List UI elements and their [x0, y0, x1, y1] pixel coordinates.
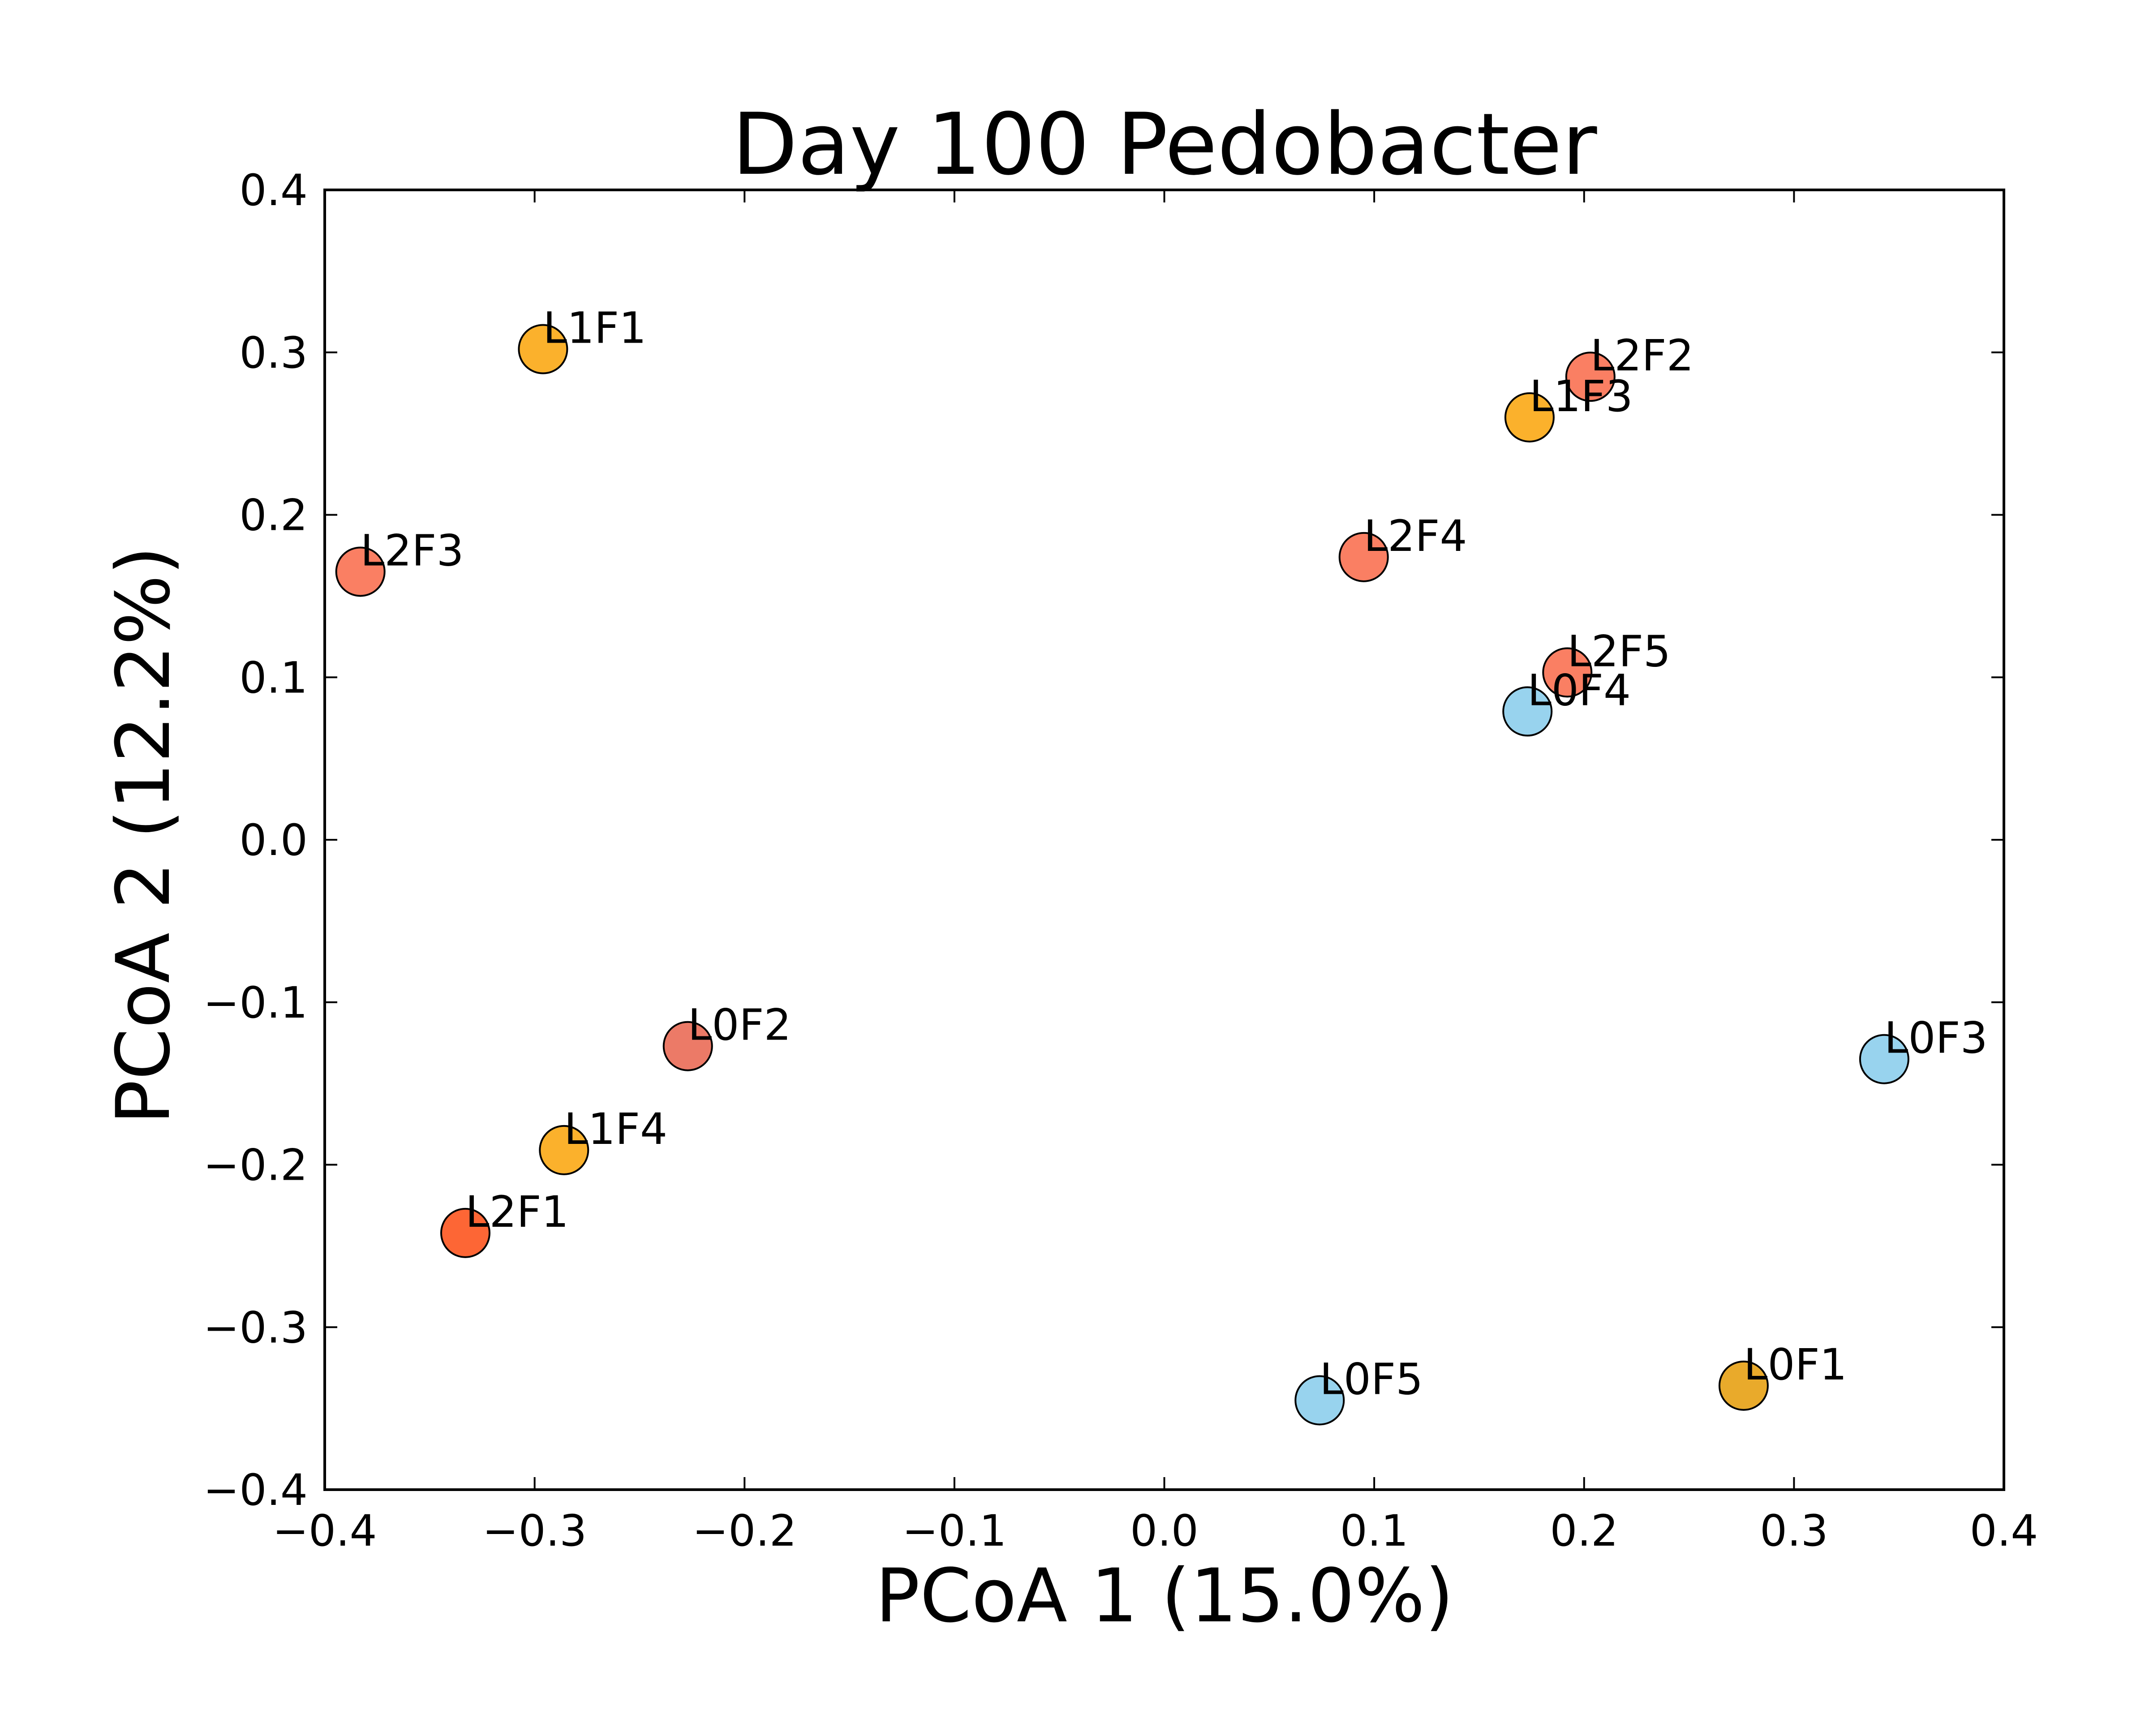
data-point-label-l0f2: L0F2	[688, 1000, 791, 1050]
x-tick-label: 0.0	[1130, 1506, 1199, 1556]
data-point-l1f4	[539, 1125, 589, 1175]
data-point-l1f1	[518, 324, 568, 374]
data-point-label-l0f3: L0F3	[1884, 1013, 1988, 1063]
scatter-points	[335, 324, 1909, 1426]
data-point-l0f2	[662, 1021, 713, 1071]
data-point-label-l1f3: L1F3	[1530, 371, 1633, 421]
data-point-label-l1f4: L1F4	[564, 1104, 667, 1154]
data-point-label-l2f4: L2F4	[1364, 511, 1467, 561]
data-point-l2f3	[335, 546, 386, 597]
y-tick-label: −0.3	[203, 1302, 308, 1353]
data-point-l0f4	[1502, 686, 1553, 737]
y-tick-label: 0.3	[239, 328, 308, 378]
data-point-l0f5	[1294, 1375, 1345, 1426]
y-tick-label: 0.0	[239, 815, 308, 865]
data-point-label-l2f1: L2F1	[465, 1187, 569, 1237]
y-tick-label: −0.4	[203, 1465, 308, 1515]
data-point-label-l2f2: L2F2	[1590, 331, 1694, 381]
x-tick-label: 0.4	[1970, 1506, 2038, 1556]
data-point-l2f5	[1542, 647, 1593, 698]
plot-area-frame	[323, 189, 2005, 1491]
data-point-l0f3	[1859, 1034, 1909, 1084]
data-point-label-l0f1: L0F1	[1744, 1340, 1847, 1390]
data-point-label-l1f1: L1F1	[543, 303, 646, 353]
y-tick-label: 0.2	[239, 490, 308, 541]
data-point-l2f2	[1565, 352, 1616, 402]
x-tick-label: 0.1	[1340, 1506, 1409, 1556]
y-axis-label: PCoA 2 (12.2%)	[100, 546, 186, 1124]
y-tick-label: 0.4	[239, 165, 308, 215]
x-tick-label: −0.1	[902, 1506, 1006, 1556]
x-tick-label: −0.3	[482, 1506, 587, 1556]
axis-ticks: −0.4 −0.3 −0.2 −0.1 0.0 0.1 0.2 0.3 0.4 −0.4 −0.3 −…	[203, 165, 2038, 1556]
data-point-l1f3	[1504, 392, 1555, 443]
data-point-label-l2f3: L2F3	[361, 525, 464, 576]
x-axis-label: PCoA 1 (15.0%)	[875, 1553, 1453, 1639]
data-point-label-l0f4: L0F4	[1527, 665, 1631, 715]
data-point-label-l0f5: L0F5	[1320, 1354, 1423, 1404]
data-point-l2f1	[440, 1207, 490, 1258]
chart-title: Day 100 Pedobacter	[732, 95, 1597, 194]
data-point-l0f1	[1718, 1360, 1769, 1411]
x-tick-label: 0.2	[1550, 1506, 1618, 1556]
data-point-l2f4	[1338, 532, 1389, 582]
x-tick-label: 0.3	[1760, 1506, 1828, 1556]
y-tick-label: 0.1	[239, 653, 308, 703]
x-tick-label: −0.2	[692, 1506, 797, 1556]
x-tick-label: −0.4	[272, 1506, 377, 1556]
y-tick-label: −0.2	[203, 1140, 308, 1190]
y-tick-label: −0.1	[203, 978, 308, 1028]
data-point-label-l2f5: L2F5	[1567, 626, 1671, 676]
